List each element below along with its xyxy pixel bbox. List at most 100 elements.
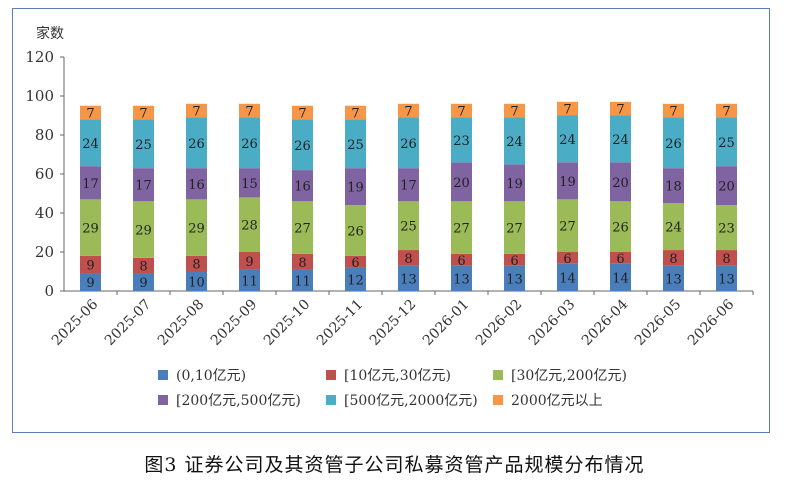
bar-segment bbox=[398, 168, 419, 202]
bar-segment bbox=[504, 117, 525, 165]
legend-label: [200亿元,500亿元) bbox=[176, 393, 301, 409]
data-label: 24 bbox=[612, 133, 629, 148]
bar-segment bbox=[451, 162, 472, 202]
data-label: 24 bbox=[665, 221, 682, 236]
bar-segment bbox=[398, 250, 419, 266]
bar-segment bbox=[557, 162, 578, 200]
data-label: 7 bbox=[298, 107, 306, 122]
data-label: 25 bbox=[135, 138, 152, 153]
legend-swatch bbox=[326, 370, 336, 380]
legend-label: [10亿元,30亿元) bbox=[344, 368, 451, 384]
bar-segment bbox=[133, 273, 154, 291]
data-label: 16 bbox=[188, 178, 205, 193]
data-label: 9 bbox=[86, 276, 94, 291]
x-tick-label: 2025-08 bbox=[155, 297, 207, 349]
bar-segment bbox=[663, 103, 684, 118]
x-tick-label: 2026-03 bbox=[526, 297, 578, 349]
data-label: 14 bbox=[559, 271, 576, 286]
data-label: 11 bbox=[241, 274, 258, 289]
legend-label: [500亿元,2000亿元) bbox=[344, 393, 478, 409]
data-label: 13 bbox=[506, 272, 523, 287]
data-label: 7 bbox=[669, 105, 677, 120]
bar-segment bbox=[398, 117, 419, 169]
data-label: 8 bbox=[192, 258, 200, 273]
data-label: 26 bbox=[400, 137, 417, 152]
bar-segment bbox=[557, 263, 578, 291]
bar-segment bbox=[716, 205, 737, 251]
bar-segment bbox=[186, 103, 207, 118]
y-tick-label: 80 bbox=[35, 126, 54, 144]
data-label: 26 bbox=[347, 225, 364, 240]
data-label: 10 bbox=[188, 275, 205, 290]
y-tick-label: 40 bbox=[35, 204, 54, 222]
bar-segment bbox=[80, 119, 101, 167]
y-axis-label: 家数 bbox=[36, 25, 64, 42]
data-label: 6 bbox=[563, 252, 571, 267]
data-label: 7 bbox=[351, 107, 359, 122]
data-label: 17 bbox=[82, 177, 99, 192]
data-label: 25 bbox=[347, 138, 364, 153]
x-tick-label: 2025-09 bbox=[208, 297, 260, 349]
data-label: 8 bbox=[139, 260, 147, 275]
x-tick-label: 2025-06 bbox=[49, 296, 102, 349]
data-label: 27 bbox=[506, 222, 523, 237]
data-label: 7 bbox=[192, 105, 200, 120]
y-tick-label: 0 bbox=[44, 282, 54, 300]
data-label: 26 bbox=[665, 137, 682, 152]
data-label: 27 bbox=[453, 222, 470, 237]
bar-segment bbox=[292, 170, 313, 202]
data-label: 8 bbox=[298, 256, 306, 271]
x-tick-label: 2025-10 bbox=[261, 297, 313, 349]
data-label: 26 bbox=[241, 137, 258, 152]
y-tick-label: 60 bbox=[35, 165, 54, 183]
data-label: 7 bbox=[404, 105, 412, 120]
x-tick-label: 2025-11 bbox=[314, 297, 366, 349]
bar-segment bbox=[504, 103, 525, 118]
bar-segment bbox=[663, 203, 684, 251]
bar-segment bbox=[133, 105, 154, 120]
data-label: 6 bbox=[616, 252, 624, 267]
bar-segment bbox=[398, 265, 419, 291]
data-label: 15 bbox=[241, 177, 258, 192]
data-label: 19 bbox=[347, 181, 364, 196]
data-label: 7 bbox=[722, 105, 730, 120]
bar-segment bbox=[292, 201, 313, 254]
data-label: 17 bbox=[400, 179, 417, 194]
bar-segment bbox=[292, 105, 313, 120]
data-label: 29 bbox=[188, 222, 205, 237]
bar-segment bbox=[716, 166, 737, 206]
y-tick-label: 20 bbox=[35, 243, 54, 261]
bar-segment bbox=[239, 269, 260, 291]
bar-segment bbox=[133, 119, 154, 169]
legend-label: 2000亿元以上 bbox=[511, 393, 603, 409]
data-label: 24 bbox=[82, 137, 99, 152]
data-label: 13 bbox=[453, 272, 470, 287]
data-label: 6 bbox=[457, 254, 465, 269]
data-label: 13 bbox=[718, 272, 735, 287]
data-label: 13 bbox=[400, 272, 417, 287]
bar-segment bbox=[663, 168, 684, 204]
bar-segment bbox=[610, 263, 631, 291]
bar-segment bbox=[80, 166, 101, 200]
data-label: 13 bbox=[665, 272, 682, 287]
y-tick-label: 100 bbox=[25, 87, 54, 105]
bar-segment bbox=[186, 255, 207, 272]
data-label: 11 bbox=[294, 274, 311, 289]
data-label: 14 bbox=[612, 271, 629, 286]
data-label: 29 bbox=[135, 224, 152, 239]
legend-label: [30亿元,200亿元) bbox=[511, 368, 627, 384]
bar-segment bbox=[504, 164, 525, 202]
data-label: 7 bbox=[563, 103, 571, 118]
bar-segment bbox=[504, 253, 525, 266]
bar-segment bbox=[398, 103, 419, 118]
bar-segment bbox=[345, 168, 366, 206]
data-label: 20 bbox=[612, 176, 629, 191]
x-tick-label: 2026-02 bbox=[473, 297, 525, 349]
data-label: 9 bbox=[245, 255, 253, 270]
data-label: 9 bbox=[139, 276, 147, 291]
data-label: 20 bbox=[718, 180, 735, 195]
bar-segment bbox=[186, 271, 207, 291]
bar-segment bbox=[451, 117, 472, 163]
data-label: 20 bbox=[453, 176, 470, 191]
x-tick-label: 2025-07 bbox=[102, 297, 154, 349]
